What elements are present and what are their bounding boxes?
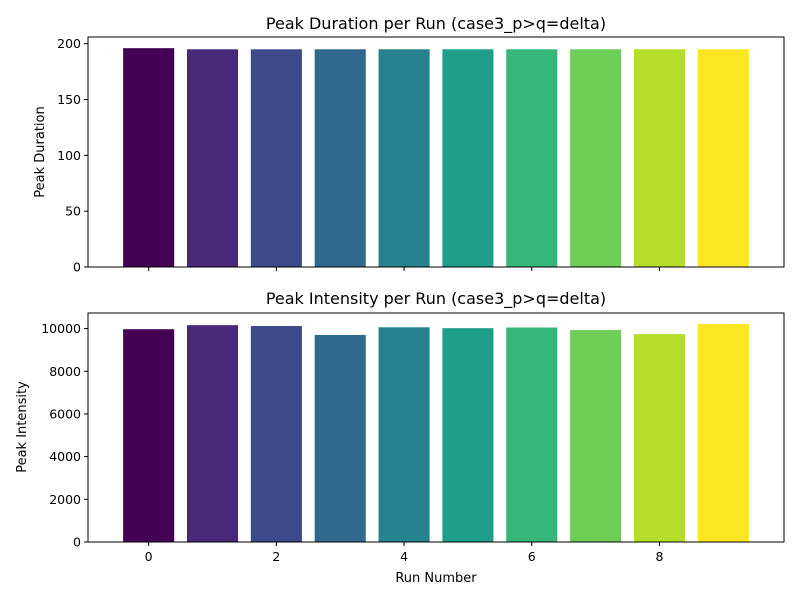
chart-duration-bars [123, 48, 749, 268]
chart-intensity-ylabel: Peak Intensity [15, 381, 30, 473]
chart-intensity-bar [442, 328, 494, 542]
chart-intensity-bar [378, 327, 430, 542]
chart-intensity-bar [314, 334, 366, 542]
chart-duration-bar [250, 49, 302, 267]
chart-duration-bar [314, 49, 366, 267]
chart-duration-ytick-label: 100 [57, 148, 81, 163]
chart-intensity-xtick-label: 2 [272, 549, 280, 564]
chart-intensity-ytick-label: 6000 [49, 406, 81, 421]
chart-duration-xticks [148, 267, 660, 271]
chart-duration-yticks: 0 50 100 150 200 [57, 36, 88, 275]
chart-intensity-title: Peak Intensity per Run (case3_p>q=delta) [266, 289, 606, 309]
chart-intensity-ytick-label: 4000 [49, 449, 81, 464]
chart-intensity-ytick-label: 0 [73, 535, 81, 550]
chart-intensity-yticks: 0 2000 4000 6000 8000 10000 [41, 321, 88, 550]
chart-duration-title: Peak Duration per Run (case3_p>q=delta) [266, 14, 606, 34]
chart-duration-ytick-label: 200 [57, 36, 81, 51]
chart-duration-bar [442, 49, 494, 267]
chart-intensity-ytick-label: 10000 [41, 321, 81, 336]
chart-intensity-bar [633, 334, 686, 542]
chart-duration-ytick-label: 150 [57, 92, 81, 107]
chart-intensity-xtick-label: 4 [400, 549, 408, 564]
chart-intensity: Peak Intensity per Run (case3_p>q=delta)… [15, 289, 785, 564]
chart-intensity-xtick-label: 8 [656, 549, 664, 564]
chart-intensity-xticks: 0 2 4 6 8 [145, 542, 664, 564]
chart-intensity-ytick-label: 2000 [49, 492, 81, 507]
chart-intensity-bar [570, 330, 622, 542]
chart-intensity-frame [87, 312, 785, 543]
chart-intensity-xtick-label: 0 [145, 549, 153, 564]
chart-intensity-ytick-label: 8000 [49, 364, 81, 379]
chart-intensity-bar [123, 329, 175, 542]
chart-intensity-bars [123, 323, 749, 542]
chart-duration-ylabel: Peak Duration [33, 106, 48, 197]
chart-intensity-bar [186, 325, 239, 542]
x-axis-label: Run Number [395, 571, 477, 586]
chart-intensity-bar [250, 326, 302, 542]
chart-duration-bar [697, 49, 749, 267]
chart-duration-bar [570, 49, 622, 267]
chart-intensity-bar [506, 327, 558, 542]
chart-duration-bar [506, 49, 558, 267]
chart-duration: Peak Duration per Run (case3_p>q=delta) … [33, 14, 785, 275]
chart-duration-bar [186, 49, 239, 267]
chart-duration-bar [378, 49, 430, 267]
chart-duration-ytick-label: 0 [73, 260, 81, 275]
chart-duration-ytick-label: 50 [65, 204, 81, 219]
chart-duration-frame [87, 36, 785, 268]
chart-intensity-bar [697, 323, 749, 542]
chart-intensity-xtick-label: 6 [528, 549, 536, 564]
chart-duration-bar [123, 48, 175, 268]
chart-duration-bar [633, 49, 686, 267]
